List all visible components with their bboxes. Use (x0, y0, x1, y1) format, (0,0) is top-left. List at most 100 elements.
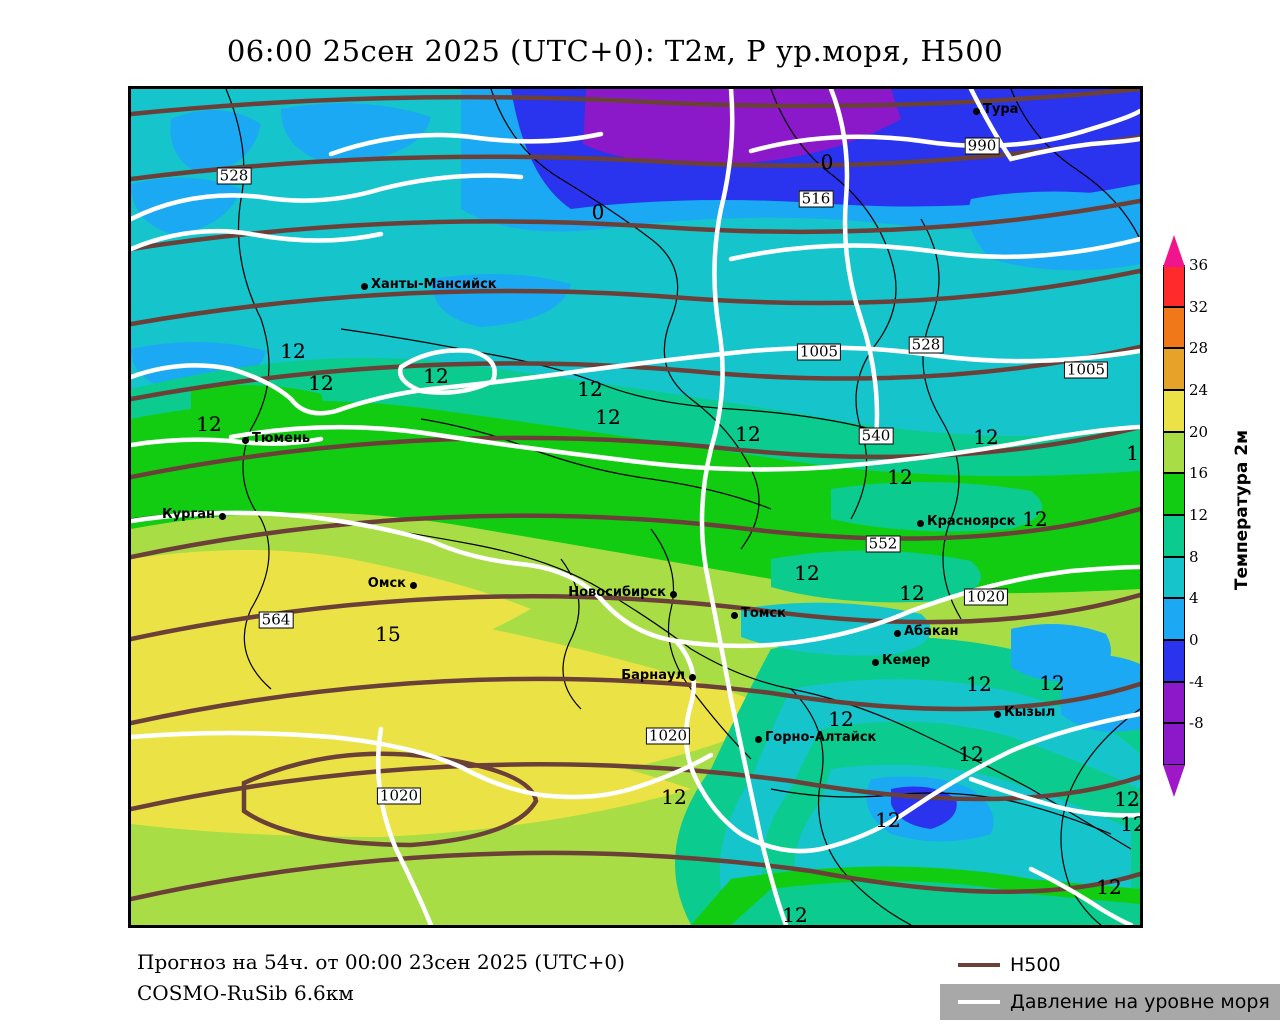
city-dot-icon (973, 108, 980, 115)
city-dot-icon (219, 513, 226, 520)
colorbar-tick-label: 12 (1189, 506, 1209, 524)
city-label: Ханты-Мансийск (371, 277, 497, 292)
colorbar-band (1163, 598, 1185, 640)
isotherm-label: 12 (1022, 507, 1048, 531)
colorbar-band (1163, 681, 1185, 724)
city-dot-icon (917, 520, 924, 527)
mslp-contour-label: 1020 (963, 588, 1009, 606)
isotherm-label: 12 (899, 581, 925, 605)
isotherm-label: 12 (782, 903, 808, 927)
city-label: Тура (983, 102, 1019, 117)
forecast-info: Прогноз на 54ч. от 00:00 23сен 2025 (UTC… (137, 950, 625, 974)
colorbar-tick-label: 16 (1189, 464, 1209, 483)
mslp-contours (131, 89, 1140, 925)
mslp-legend-line (958, 1000, 1000, 1004)
mslp-contour-label: 1005 (796, 343, 842, 361)
city-dot-icon (894, 630, 901, 637)
isotherm-label: 12 (661, 785, 687, 809)
h500-contour-label: 1020 (376, 787, 422, 805)
isotherm-label: 12 (280, 339, 306, 363)
model-info: COSMO-RuSib 6.6км (137, 981, 354, 1005)
colorbar-band (1163, 473, 1185, 515)
isotherm-label: 12 (1126, 441, 1140, 465)
city-label: Кемер (882, 653, 931, 668)
colorbar-band (1163, 556, 1185, 599)
isotherm-label: 12 (958, 742, 984, 766)
colorbar-tick-label: -4 (1189, 672, 1204, 691)
city-label: Новосибирск (568, 585, 666, 600)
temperature-colorbar (1163, 235, 1185, 797)
colorbar-band (1163, 640, 1185, 682)
colorbar-tick-label: 24 (1189, 381, 1209, 399)
city-label: Абакан (904, 624, 959, 639)
colorbar-band (1163, 348, 1185, 390)
h500-contour-label: 528 (908, 336, 944, 354)
page-title: 06:00 25сен 2025 (UTC+0): T2м, P ур.моря… (226, 34, 1004, 68)
city-dot-icon (361, 283, 368, 290)
city-dot-icon (689, 674, 696, 681)
mslp-contour-label: 990 (964, 137, 1000, 155)
isotherm-label: 12 (308, 371, 334, 395)
colorbar-tick-label: 8 (1189, 547, 1199, 566)
isotherm-label: 12 (577, 377, 603, 401)
mslp-legend-label: Давление на уровне моря (1010, 991, 1270, 1013)
legend-mslp: Давление на уровне моря (940, 984, 1280, 1020)
colorbar-tick-label: 36 (1189, 256, 1209, 274)
isotherm-label: 12 (1039, 671, 1065, 695)
city-dot-icon (755, 736, 762, 743)
isotherm-label: 12 (875, 808, 901, 832)
colorbar-band (1163, 390, 1185, 432)
h500-contour-label: 528 (216, 167, 252, 185)
isotherm-label: 12 (595, 405, 621, 429)
colorbar-title: Температура 2м (1232, 430, 1252, 591)
city-dot-icon (994, 711, 1001, 718)
isotherm-label: 12 (196, 412, 222, 436)
city-dot-icon (410, 582, 417, 589)
isotherm-label: 12 (735, 422, 761, 446)
mslp-contour-label: 1020 (645, 727, 691, 745)
isotherm-label: 12 (1114, 787, 1140, 811)
weather-map[interactable]: 528 516 528 540 552 564 1020 990 1005 1005 1020 10… (128, 86, 1143, 928)
city-label: Омск (367, 576, 406, 591)
h500-legend-line (958, 963, 1000, 967)
isotherm-label: 15 (375, 622, 401, 646)
city-label: Красноярск (927, 514, 1016, 529)
city-label: Горно-Алтайск (765, 730, 877, 745)
isotherm-label: 0 (820, 150, 834, 174)
isotherm-label: 12 (973, 425, 999, 449)
isotherm-label: 12 (887, 465, 913, 489)
colorbar-tick-label: 28 (1189, 339, 1209, 358)
colorbar-band (1163, 265, 1185, 307)
city-dot-icon (731, 612, 738, 619)
city-label: Барнаул (621, 668, 685, 683)
h500-contour-label: 564 (258, 611, 294, 629)
colorbar-tick-label: 32 (1189, 297, 1209, 316)
colorbar-band (1163, 306, 1185, 349)
isotherm-label: 12 (828, 707, 854, 731)
mslp-contour-label: 1005 (1063, 361, 1109, 379)
colorbar-top-arrow (1163, 235, 1185, 267)
colorbar-tick-label: 20 (1189, 422, 1209, 441)
colorbar-tick-label: 4 (1189, 589, 1199, 608)
city-label: Курган (162, 507, 215, 522)
colorbar-tick-label: -8 (1189, 714, 1204, 733)
city-label: Тюмень (252, 431, 311, 446)
city-label: Кызыл (1004, 705, 1056, 720)
h500-contour-label: 552 (865, 535, 901, 553)
colorbar-bottom-arrow (1163, 765, 1185, 797)
temperature-field (131, 89, 1140, 925)
city-dot-icon (242, 437, 249, 444)
colorbar-band (1163, 431, 1185, 474)
city-dot-icon (872, 659, 879, 666)
h500-legend-label: H500 (1010, 954, 1061, 976)
h500-contour-label: 540 (858, 427, 894, 445)
colorbar-band (1163, 723, 1185, 765)
isotherm-label: 12 (794, 561, 820, 585)
isotherm-label: 0 (591, 200, 605, 224)
city-dot-icon (670, 591, 677, 598)
isotherm-label: 12 (1120, 812, 1140, 836)
colorbar-tick-label: 0 (1189, 631, 1199, 649)
isotherm-label: 12 (423, 364, 449, 388)
isotherm-label: 12 (1096, 875, 1122, 899)
isotherm-label: 12 (966, 672, 992, 696)
